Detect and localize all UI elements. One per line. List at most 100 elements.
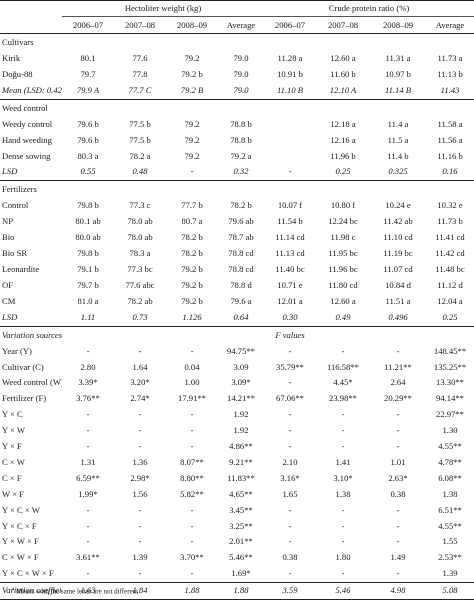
table-cell: 2.98* bbox=[130, 472, 150, 483]
table-cell: - bbox=[138, 441, 142, 452]
table-cell: 11.13 b bbox=[437, 68, 463, 79]
table-cell: - bbox=[190, 441, 194, 452]
table-cell: 3.09* bbox=[231, 377, 251, 388]
row-label: Year (Y) bbox=[2, 345, 32, 356]
table-cell: 0.30 bbox=[264, 309, 316, 327]
table-cell: 12.10 A bbox=[316, 82, 370, 100]
table-cell: 79.6 b bbox=[77, 134, 99, 145]
section-label: Variation sources bbox=[2, 329, 62, 340]
table-cell: 11.95 bc bbox=[328, 248, 358, 259]
table-cell: 79.2 a bbox=[230, 150, 252, 161]
crude-protein-header: Crude protein ratio (%) bbox=[264, 0, 474, 17]
table-row: OF 79.7 b 77.6 abc 79.2 b 78.8 d 10.71 e 11.80… bbox=[0, 278, 474, 294]
table-cell: 4.55** bbox=[438, 441, 462, 452]
row-label: Doğu-88 bbox=[2, 68, 33, 79]
table-cell: - bbox=[288, 504, 292, 515]
table-row: Y × C × W × F - - - 1.69* - - - 1.39 bbox=[0, 566, 474, 582]
table-cell: 11.73 a bbox=[437, 53, 463, 63]
table-cell: 12.16 a bbox=[330, 134, 356, 145]
table-cell bbox=[264, 149, 316, 165]
table-cell: 1.55 bbox=[442, 536, 458, 547]
table-cell: 0.38 bbox=[390, 488, 406, 499]
table-cell: 12.04 a bbox=[437, 295, 463, 306]
table-cell: 0.32 bbox=[218, 164, 264, 182]
table-row: Year (Y) - - - 94.75** - - - 148.45** bbox=[0, 344, 474, 360]
table-cell: 0.48 bbox=[114, 164, 166, 182]
table-row: Y × W × F - - - 2.01** - - - 1.55 bbox=[0, 534, 474, 550]
table-cell: 22.97** bbox=[436, 409, 464, 420]
col-header: 2008–09 bbox=[370, 16, 426, 34]
table-cell: - bbox=[190, 345, 194, 356]
table-cell: 79.0 bbox=[233, 68, 249, 79]
table-cell: - bbox=[341, 409, 345, 420]
table-cell: 10.24 e bbox=[385, 200, 411, 211]
row-label: Cultivar (C) bbox=[2, 361, 44, 372]
table-cell: - bbox=[138, 520, 142, 531]
table-cell: - bbox=[396, 409, 400, 420]
table-cell: - bbox=[341, 425, 345, 436]
table-cell: 11.42 cd bbox=[435, 248, 465, 259]
table-cell: 79.2 B bbox=[166, 82, 218, 100]
table-cell: 77.6 abc bbox=[125, 279, 155, 290]
table-cell: 3.39* bbox=[78, 377, 98, 388]
table-cell: - bbox=[86, 568, 90, 579]
table-row: Hand weeding 79.6 b 77.5 b 79.2 78.8 b 12.16 … bbox=[0, 133, 474, 149]
row-label: Weed control (W) bbox=[2, 377, 62, 388]
table-cell: 10.07 f bbox=[277, 200, 303, 211]
table-cell: 1.39 bbox=[132, 552, 148, 563]
table-cell: 11.16 b bbox=[437, 150, 463, 161]
table-cell: 1.39 bbox=[442, 568, 458, 579]
table-cell: 23.98** bbox=[329, 393, 357, 404]
table-row: LSD 0.55 0.48-0.32-0.25 0.325 0.16 bbox=[0, 164, 474, 182]
table-cell: 11.19 bc bbox=[383, 248, 413, 259]
table-cell: 1.64 bbox=[132, 361, 148, 372]
table-cell: - bbox=[341, 520, 345, 531]
table-cell: - bbox=[396, 520, 400, 531]
table-cell: - bbox=[288, 536, 292, 547]
table-cell: - bbox=[396, 441, 400, 452]
table-cell: - bbox=[86, 520, 90, 531]
table-cell: - bbox=[264, 164, 316, 182]
table-cell: 77.7 b bbox=[181, 200, 203, 211]
row-label: Control bbox=[2, 200, 29, 211]
table-cell: 135.25** bbox=[433, 361, 467, 372]
table-cell: 8.07** bbox=[180, 456, 204, 467]
table-cell: 1.00 bbox=[184, 377, 200, 388]
table-cell: - bbox=[190, 504, 194, 515]
table-cell: 11.10 cd bbox=[383, 232, 413, 243]
table-row: Cultivar (C) 2.80 1.64 0.04 3.09 35.79** 116.5… bbox=[0, 360, 474, 376]
table-cell: 11.98 c bbox=[330, 232, 356, 243]
table-cell: - bbox=[166, 164, 218, 182]
table-cell: - bbox=[341, 504, 345, 515]
table-cell: 80.3 a bbox=[77, 150, 99, 161]
table-cell: 3.61** bbox=[76, 552, 100, 563]
table-cell: 11.96 bc bbox=[328, 263, 358, 274]
table-cell: 1.36 bbox=[132, 456, 148, 467]
row-label: Mean (LSD: 0.42) bbox=[0, 82, 62, 100]
table-cell: 1.92 bbox=[233, 409, 249, 420]
table-cell: 12.24 bc bbox=[328, 216, 358, 227]
row-label: W × F bbox=[2, 488, 24, 499]
row-label: Dense sowing bbox=[2, 150, 51, 161]
table-cell: 10.32 e bbox=[437, 200, 463, 211]
table-cell: - bbox=[138, 409, 142, 420]
row-label: Y × W × F bbox=[2, 536, 39, 547]
table-cell: - bbox=[288, 425, 292, 436]
table-cell: 78.2 b bbox=[230, 200, 252, 211]
table-row: Mean (LSD: 0.42) 79.9 A 77.7 C 79.2 B 79.0 11… bbox=[0, 82, 474, 100]
table-cell: - bbox=[190, 568, 194, 579]
table-cell: 0.49 bbox=[316, 309, 370, 327]
table-cell: 79.2 bbox=[184, 134, 200, 145]
f-values-label: F values bbox=[275, 329, 305, 340]
table-cell: 78.8 cd bbox=[228, 263, 254, 274]
table-cell: - bbox=[86, 409, 90, 420]
table-cell: 17.91** bbox=[178, 393, 206, 404]
table-cell: 14.21** bbox=[227, 393, 255, 404]
table-cell: 78.2 b bbox=[181, 248, 203, 259]
table-cell: 20.29** bbox=[384, 393, 412, 404]
table-cell: 11.14 B bbox=[370, 82, 426, 100]
row-label: Y × W bbox=[2, 425, 25, 436]
table-cell: 6.59** bbox=[76, 472, 100, 483]
table-cell: - bbox=[396, 345, 400, 356]
row-label: Hand weeding bbox=[2, 134, 52, 145]
